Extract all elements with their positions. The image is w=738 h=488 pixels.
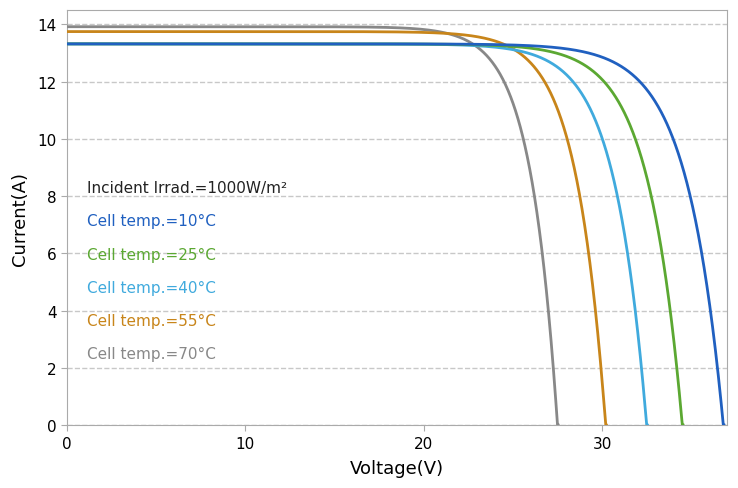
- Text: Cell temp.=70°C: Cell temp.=70°C: [87, 346, 215, 362]
- X-axis label: Voltage(V): Voltage(V): [350, 459, 444, 477]
- Text: Cell temp.=55°C: Cell temp.=55°C: [87, 313, 215, 328]
- Text: Incident Irrad.=1000W/m²: Incident Irrad.=1000W/m²: [87, 181, 287, 196]
- Text: Cell temp.=40°C: Cell temp.=40°C: [87, 280, 215, 295]
- Y-axis label: Current(A): Current(A): [11, 171, 29, 265]
- Text: Cell temp.=10°C: Cell temp.=10°C: [87, 214, 215, 229]
- Text: Cell temp.=25°C: Cell temp.=25°C: [87, 247, 215, 262]
